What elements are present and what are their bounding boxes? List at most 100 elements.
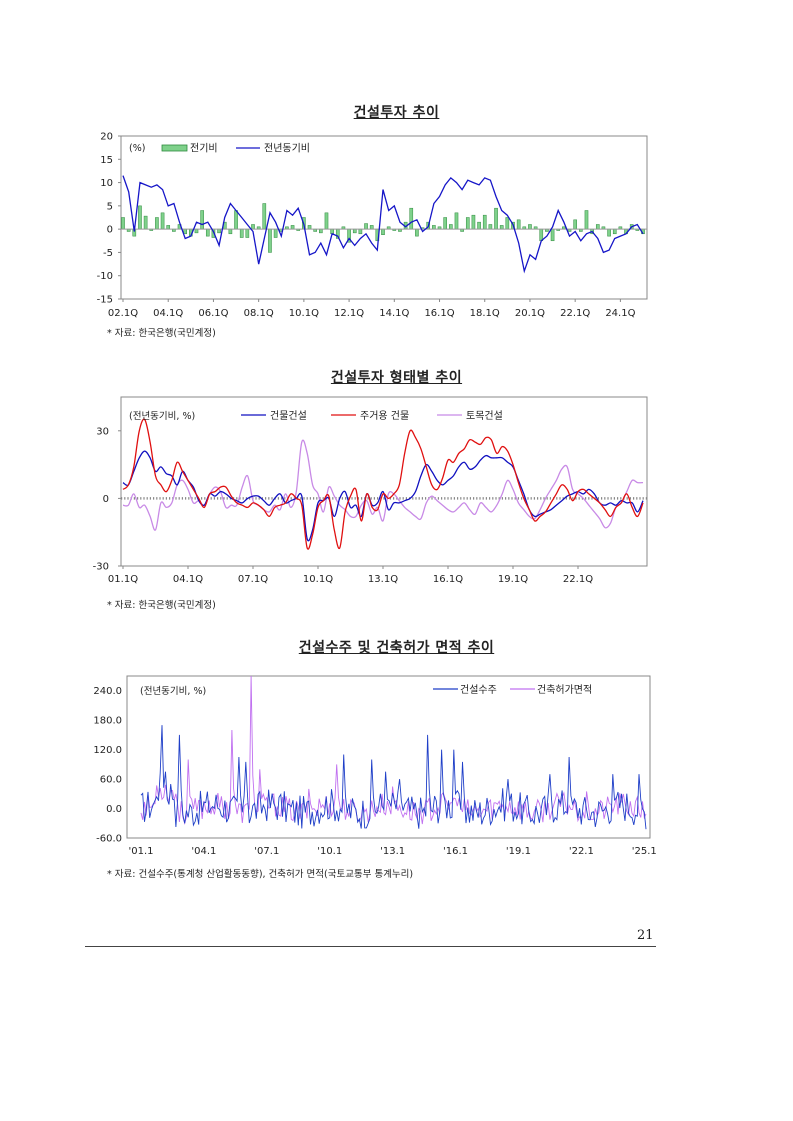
y-tick-label: 5 (107, 201, 113, 212)
unit-label: (전년동기비, %) (129, 411, 195, 422)
x-tick-label: 07.1Q (238, 574, 268, 585)
series-line-건축허가면적 (140, 675, 647, 826)
y-tick-label: -60.0 (96, 834, 122, 845)
y-tick-label: 0 (107, 225, 113, 236)
x-tick-label: '13.1 (380, 846, 405, 857)
chart3-title: 건설수주 및 건축허가 면적 추이 (298, 640, 495, 656)
bar-전기비 (612, 228, 617, 235)
bar-전기비 (217, 228, 221, 234)
x-tick-label: 04.1Q (153, 308, 183, 319)
y-tick-label: 30 (96, 426, 109, 437)
x-tick-label: 14.1Q (379, 308, 409, 319)
series-line-전년동기비 (122, 175, 644, 274)
bar-전기비 (143, 215, 148, 230)
bar-전기비 (477, 221, 481, 230)
legend-label-건물건설: 건물건설 (270, 410, 307, 422)
bar-전기비 (584, 210, 589, 230)
x-tick-label: 01.1Q (108, 574, 138, 585)
chart1-title: 건설투자 추이 (353, 105, 440, 121)
y-tick-label: -15 (97, 295, 113, 306)
bar-전기비 (290, 225, 295, 230)
legend-label-주거용건물: 주거용 건물 (360, 410, 409, 422)
bar-전기비 (205, 228, 210, 237)
y-tick-label: -10 (97, 271, 113, 282)
bar-전기비 (121, 217, 125, 230)
plot-area (120, 396, 648, 567)
bar-전기비 (155, 217, 159, 230)
page-number: 21 (637, 928, 654, 943)
plot-area (126, 675, 651, 839)
y-tick-label: 240.0 (93, 686, 122, 697)
bar-전기비 (499, 225, 504, 230)
x-tick-label: 10.1Q (289, 308, 319, 319)
y-tick-label: 180.0 (93, 716, 122, 727)
x-tick-label: 13.1Q (368, 574, 398, 585)
bar-전기비 (573, 219, 577, 230)
bar-전기비 (228, 228, 233, 235)
bar-전기비 (273, 228, 278, 238)
x-tick-label: 22.1Q (560, 308, 590, 319)
chart3-source: * 자료: 건설수주(통계청 산업활동동향), 건축허가 면적(국토교통부 통계… (107, 869, 414, 880)
bar-전기비 (494, 207, 498, 230)
bar-전기비 (319, 228, 323, 234)
y-tick-label: 15 (100, 155, 113, 166)
bar-전기비 (409, 207, 414, 230)
legend-label-토목건설: 토목건설 (466, 410, 503, 422)
bar-전기비 (166, 225, 171, 230)
x-tick-label: '04.1 (191, 846, 216, 857)
chart2-source: * 자료: 한국은행(국민계정) (107, 600, 216, 611)
legend-label-전기비: 전기비 (190, 143, 218, 155)
legend-label-전년동기비: 전년동기비 (264, 143, 310, 155)
x-tick-label: 04.1Q (173, 574, 203, 585)
bar-전기비 (595, 224, 600, 230)
bar-전기비 (268, 228, 272, 253)
bar-전기비 (239, 228, 244, 238)
bar-전기비 (465, 217, 470, 230)
y-tick-label: 0 (103, 494, 109, 505)
bar-전기비 (183, 228, 187, 235)
x-tick-label: 16.1Q (433, 574, 463, 585)
bar-전기비 (539, 228, 544, 242)
x-tick-label: 02.1Q (108, 308, 138, 319)
unit-label: (전년동기비, %) (140, 686, 206, 697)
bar-전기비 (234, 210, 238, 230)
x-tick-label: 16.1Q (424, 308, 454, 319)
bar-전기비 (482, 214, 487, 230)
y-tick-label: 10 (100, 178, 113, 189)
y-tick-label: 120.0 (93, 745, 122, 756)
x-tick-label: 20.1Q (515, 308, 545, 319)
bar-전기비 (200, 210, 204, 230)
bar-전기비 (471, 214, 476, 230)
series-line-주거용건물 (122, 418, 644, 550)
y-tick-label: 60.0 (100, 775, 122, 786)
x-tick-label: 06.1Q (198, 308, 228, 319)
x-tick-label: '16.1 (443, 846, 468, 857)
bar-전기비 (262, 203, 267, 230)
bar-전기비 (488, 224, 493, 230)
x-tick-label: '01.1 (128, 846, 153, 857)
bar-전기비 (307, 225, 312, 230)
legend-swatch-전기비 (161, 144, 188, 152)
x-tick-label: 12.1Q (334, 308, 364, 319)
bar-전기비 (432, 225, 436, 230)
bar-전기비 (245, 228, 250, 238)
bar-전기비 (381, 228, 385, 235)
bar-전기비 (324, 212, 329, 230)
x-tick-label: 22.1Q (563, 574, 593, 585)
bar-전기비 (454, 212, 459, 230)
bar-전기비 (138, 205, 142, 230)
chart1-svg: 20 15 10 5 0 -5 -10 -15 02.1Q 04.1Q 06.1Q 08.1Q 10.1… (97, 132, 648, 319)
series-line-건설수주 (140, 725, 647, 830)
bar-전기비 (358, 228, 363, 235)
y-tick-label: 20 (100, 132, 113, 143)
bar-전기비 (160, 212, 165, 230)
y-tick-label: -30 (93, 562, 109, 573)
footer-divider (85, 946, 656, 947)
bar-전기비 (251, 224, 255, 230)
x-tick-label: 24.1Q (605, 308, 635, 319)
y-tick-label: -5 (103, 248, 113, 259)
x-tick-label: '22.1 (569, 846, 594, 857)
x-tick-label: '10.1 (317, 846, 342, 857)
bar-전기비 (369, 225, 374, 230)
x-tick-label: 19.1Q (498, 574, 528, 585)
